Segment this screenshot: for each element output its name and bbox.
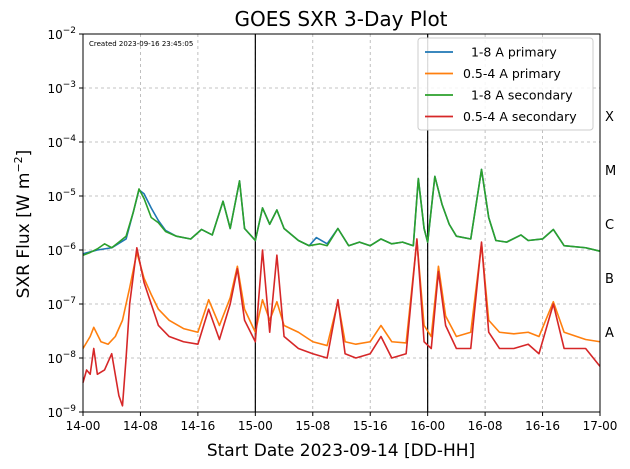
x-tick-label: 17-00 [583,419,618,433]
x-tick-label: 16-08 [468,419,503,433]
legend-box [417,37,594,131]
y-axis-label-exp: −2 [12,156,25,172]
legend-items: 1-8 A primary 0.5-4 A primary 1-8 A secon… [425,45,577,124]
x-tick-layer: 14-00 14-08 14-16 15-00 15-08 15-16 16-00 16-08… [66,412,618,433]
y-tick-label: 10−2 [47,26,76,42]
flare-class-label: X [605,110,614,125]
series-line-2 [82,168,601,256]
y-tick-label: 10−7 [47,296,76,312]
y-tick-label: 10−6 [47,242,76,258]
y-tick-label: 10−4 [47,134,76,150]
flare-class-layer: A B C M X [605,110,616,341]
y-axis-label: SXR Flux [W m−2] [12,150,34,299]
x-tick-label: 14-00 [66,419,101,433]
flare-class-label: B [605,272,614,287]
y-tick-layer: 10−9 10−8 10−7 10−6 10−5 10−4 10−3 10−2 [47,26,83,420]
legend-label: 0.5-4 A secondary [463,109,577,124]
y-tick-label: 10−9 [47,404,76,420]
x-tick-label: 14-08 [123,419,158,433]
legend: 1-8 A primary 0.5-4 A primary 1-8 A secon… [417,37,594,131]
flare-class-label: M [605,164,616,179]
x-axis-label: Start Date 2023-09-14 [DD-HH] [207,441,475,461]
y-tick-label: 10−5 [47,188,76,204]
chart-title: GOES SXR 3-Day Plot [234,7,447,31]
x-tick-label: 14-16 [180,419,215,433]
flare-class-label: C [605,218,614,233]
x-tick-label: 16-16 [525,419,560,433]
y-tick-label: 10−8 [47,350,76,366]
legend-label: 0.5-4 A primary [463,66,561,81]
created-annotation: Created 2023-09-16 23:45:05 [89,40,193,48]
series-layer [82,168,601,407]
series-line-0 [82,168,601,255]
legend-label: 1-8 A primary [463,45,557,60]
plot-frame [82,33,601,413]
x-tick-label: 15-08 [295,419,330,433]
legend-label: 1-8 A secondary [463,88,573,103]
x-tick-label: 15-16 [353,419,388,433]
flare-class-label: A [605,326,614,341]
series-line-3 [82,238,601,407]
y-axis-label-close: ] [14,150,34,157]
y-axis-label-main: SXR Flux [W m [14,173,34,299]
x-tick-label: 15-00 [238,419,273,433]
y-tick-label: 10−3 [47,80,76,96]
x-tick-label: 16-00 [410,419,445,433]
